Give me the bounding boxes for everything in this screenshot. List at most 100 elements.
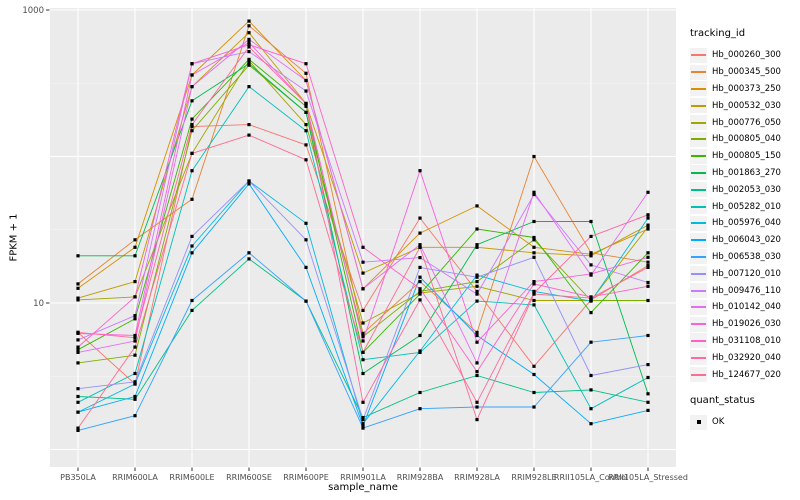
data-point: [532, 303, 536, 307]
data-point: [304, 78, 308, 83]
data-point: [475, 227, 479, 231]
data-point: [475, 275, 479, 279]
data-point: [133, 380, 137, 384]
data-point: [361, 331, 365, 335]
data-point: [190, 99, 194, 103]
y-tick-label: 1000: [22, 6, 44, 16]
data-point: [361, 308, 365, 312]
data-point: [418, 289, 422, 293]
data-point: [418, 216, 422, 220]
data-point: [247, 45, 251, 49]
legend-key: [690, 115, 707, 131]
data-point: [532, 255, 536, 259]
data-point: [418, 256, 422, 260]
data-point: [133, 353, 137, 357]
data-point: [589, 373, 593, 378]
data-point: [475, 289, 479, 293]
legend-item: Hb_007120_010: [690, 265, 800, 282]
legend-item: Hb_124677_020: [690, 366, 800, 383]
data-point: [475, 243, 479, 247]
data-point: [361, 358, 365, 362]
legend-item-label: Hb_000260_300: [712, 50, 781, 61]
legend-key: [690, 283, 707, 299]
data-point: [190, 125, 194, 129]
data-point: [646, 400, 650, 404]
legend-key: [690, 232, 707, 248]
data-point: [646, 265, 650, 269]
legend-item-label: Hb_009476_110: [712, 285, 781, 296]
data-point: [361, 335, 365, 339]
data-point: [418, 275, 422, 279]
legend-item: Hb_005282_010: [690, 198, 800, 215]
x-tick-label: RRII105LA_Control: [554, 473, 628, 482]
data-point: [361, 424, 365, 428]
data-point: [304, 110, 308, 114]
data-point: [304, 238, 308, 242]
legend-key: [690, 81, 707, 97]
data-point: [133, 339, 137, 343]
data-point: [532, 405, 536, 409]
series-color-line-icon: [691, 272, 706, 275]
data-point: [190, 123, 194, 127]
data-point: [247, 37, 251, 41]
data-point: [646, 260, 650, 264]
data-point: [532, 372, 536, 377]
legend-item: Hb_006043_020: [690, 232, 800, 249]
data-point: [361, 400, 365, 404]
data-point: [475, 340, 479, 344]
data-point: [190, 169, 194, 173]
data-point: [589, 254, 593, 258]
x-tick-label: RRIM928LA: [454, 473, 500, 482]
data-point: [418, 280, 422, 284]
data-point: [589, 311, 593, 315]
data-point: [361, 321, 365, 325]
legend-item: Hb_005976_040: [690, 215, 800, 232]
data-point: [304, 143, 308, 147]
data-point: [532, 190, 536, 194]
x-tick-label: RRIM600LE: [169, 473, 214, 482]
series-color-line-icon: [691, 373, 706, 376]
data-point: [133, 245, 137, 249]
data-point: [190, 73, 194, 77]
legend-key: [690, 131, 707, 147]
data-point: [418, 169, 422, 173]
data-point: [646, 363, 650, 367]
series-color-line-icon: [691, 171, 706, 174]
data-point: [532, 219, 536, 224]
series-color-line-icon: [691, 356, 706, 359]
legend-item: Hb_032920_040: [690, 349, 800, 366]
data-point: [247, 40, 251, 45]
data-point: [589, 263, 593, 267]
data-point: [475, 330, 479, 334]
data-point: [646, 333, 650, 338]
data-point: [475, 280, 479, 284]
data-point: [532, 280, 536, 284]
data-point: [247, 31, 251, 35]
series-color-line-icon: [691, 87, 706, 90]
data-point: [646, 280, 650, 285]
data-point: [133, 336, 137, 340]
data-point: [247, 257, 251, 261]
data-point: [475, 273, 479, 277]
data-point: [475, 400, 479, 404]
legend-item: Hb_006538_030: [690, 249, 800, 266]
legend-item-label: Hb_010142_040: [712, 302, 781, 313]
data-point: [532, 235, 536, 240]
series-color-line-icon: [691, 54, 706, 57]
data-point: [646, 223, 650, 227]
series-color-line-icon: [691, 188, 706, 191]
legend-item: Hb_000805_150: [690, 148, 800, 165]
data-point: [646, 216, 650, 220]
series-color-line-icon: [691, 255, 706, 258]
legend-item-label: Hb_000776_050: [712, 117, 781, 128]
data-point: [646, 190, 650, 194]
x-tick-label: RRIM600SE: [226, 473, 272, 482]
legend-item-label: Hb_031108_010: [712, 335, 781, 346]
data-point: [475, 299, 479, 303]
legend-item: Hb_031108_010: [690, 333, 800, 350]
data-point: [304, 265, 308, 269]
data-point: [76, 286, 80, 290]
data-point: [76, 350, 80, 354]
data-point: [646, 225, 650, 229]
